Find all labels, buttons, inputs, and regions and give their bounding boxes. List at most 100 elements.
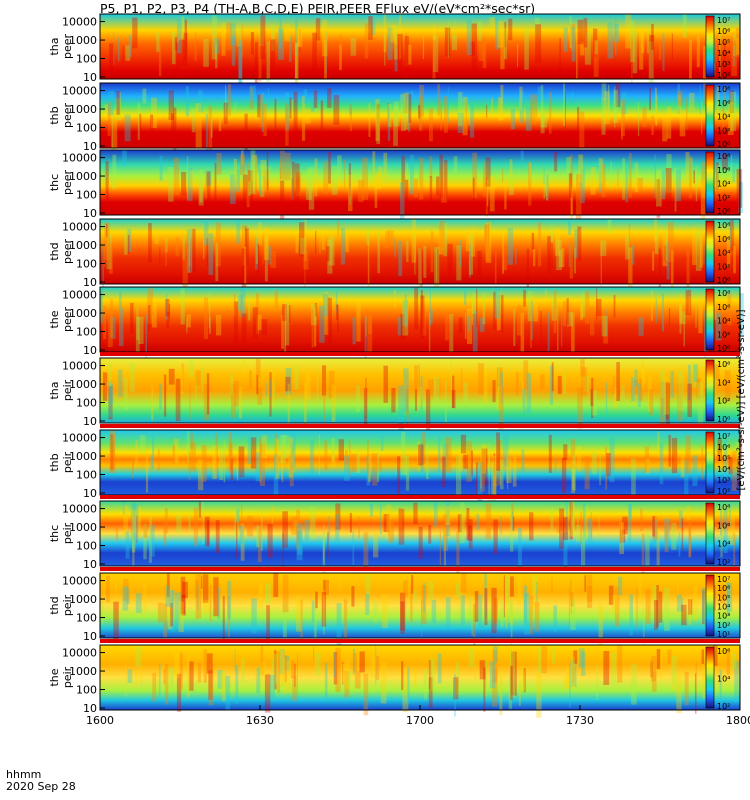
spectrogram-streak [405, 389, 409, 415]
spectrogram-streak [275, 438, 280, 479]
spectrogram-streak [115, 525, 119, 540]
spectrogram-streak [198, 501, 201, 518]
spectrogram-streak [607, 22, 614, 59]
spectrogram-streak [621, 102, 623, 140]
separator-bar [100, 495, 740, 499]
spectrogram-streak [267, 88, 270, 108]
spectrogram-streak [510, 665, 513, 701]
spectrogram-streak [323, 589, 325, 635]
spectrogram-streak [186, 229, 193, 273]
spectrogram-streak [576, 35, 578, 81]
spectrogram-streak [455, 582, 460, 598]
spectrogram-streak [209, 316, 211, 334]
spectrogram-streak [579, 111, 585, 148]
spectrogram-streak [375, 645, 377, 685]
spectrogram-streak [500, 84, 504, 120]
spectrogram-streak [203, 221, 209, 246]
spectrogram-streak [304, 382, 307, 427]
spectrogram-streak [664, 523, 669, 553]
spectrogram-streak [273, 381, 276, 396]
spectrogram-streak [729, 226, 732, 247]
spectrogram-streak [428, 313, 431, 352]
spectrogram-streak [472, 301, 473, 325]
spectrogram-streak [528, 162, 532, 182]
spectrogram-streak [641, 28, 645, 53]
spectrogram-streak [722, 106, 725, 132]
spectrogram-streak [519, 672, 521, 706]
spectrogram-image [100, 219, 740, 284]
spectrogram-streak [387, 102, 389, 136]
spectrogram-streak [109, 43, 114, 73]
spectrogram-streak [488, 458, 491, 504]
y-tick-label: 100 [76, 189, 97, 202]
colorbar-tick-label: 10⁴ [717, 603, 730, 612]
colorbar-tick-label: 10⁶ [717, 647, 730, 656]
spectrogram-streak [445, 501, 450, 537]
spectrogram-streak [561, 457, 567, 493]
spectrogram-streak [625, 14, 632, 49]
spectrogram-streak [551, 295, 557, 321]
y-tick-label: 10 [83, 415, 97, 428]
spectrogram-streak [418, 444, 424, 466]
spectrogram-streak [363, 532, 369, 569]
spectrogram-streak [511, 502, 514, 518]
spectrogram-streak [500, 371, 503, 404]
spectrogram-streak [142, 88, 147, 104]
spectrogram-streak [285, 368, 292, 395]
spectrogram-streak [681, 598, 684, 612]
spectrogram-streak [151, 97, 157, 128]
spectrogram-streak [380, 662, 387, 704]
spectrogram-streak [259, 169, 261, 196]
y-tick-label: 100 [76, 469, 97, 482]
spectrogram-streak [188, 451, 191, 480]
spectrogram-streak [571, 27, 576, 62]
spectrogram-streak [296, 29, 303, 48]
spectrogram-streak [159, 383, 163, 410]
spectrogram-streak [194, 32, 197, 61]
spectrogram-streak [403, 580, 408, 597]
spectrogram-streak [701, 649, 704, 664]
spectrogram-streak [325, 30, 327, 74]
spectrogram-streak [590, 512, 592, 538]
spectrogram-streak [184, 19, 187, 61]
spectrogram-streak [701, 161, 706, 198]
spectrogram-streak [477, 462, 483, 508]
spectrogram-streak [439, 220, 445, 248]
spectrogram-streak [291, 431, 296, 468]
spectrogram-streak [287, 383, 290, 423]
spectrogram-streak [258, 42, 262, 82]
spectrogram-streak [208, 233, 213, 275]
spectrogram-streak [181, 594, 186, 616]
spectrogram-streak [652, 251, 655, 271]
spectrogram-streak [569, 24, 576, 51]
spectrogram-streak [175, 592, 181, 629]
spectrogram-streak [321, 592, 327, 627]
spectrogram-streak [476, 288, 478, 328]
spectrogram-streak [569, 16, 572, 49]
spectrogram-streak [496, 367, 503, 394]
spectrogram-streak [195, 574, 202, 619]
spectrogram-streak [631, 663, 637, 705]
spectrogram-streak [431, 599, 437, 624]
spectrogram-streak [573, 577, 575, 615]
spectrogram-streak [565, 501, 568, 534]
spectrogram-streak [530, 94, 536, 125]
spectrogram-streak [559, 249, 563, 268]
spectrogram-streak [547, 313, 550, 351]
spectrogram-streak [695, 230, 702, 271]
spectrogram-streak [378, 166, 383, 184]
spectrogram-streak [688, 517, 692, 557]
spectrogram-streak [471, 293, 477, 314]
spectrogram-streak [656, 179, 661, 218]
spectrogram-streak [526, 248, 529, 292]
spectrogram-streak [320, 100, 324, 139]
spectrogram-streak [574, 247, 576, 274]
spectrogram-streak [454, 674, 456, 717]
spectrogram-streak [517, 43, 519, 68]
spectrogram-streak [189, 360, 193, 378]
spectrogram-streak [323, 293, 329, 317]
spectrogram-streak [688, 520, 691, 558]
spectrogram-streak [414, 365, 419, 388]
spectrogram-streak [384, 34, 386, 66]
